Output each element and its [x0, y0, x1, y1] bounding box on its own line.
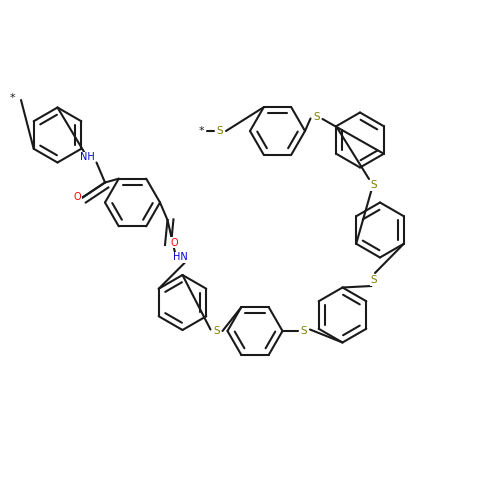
Text: S: S [313, 112, 320, 122]
Text: HN: HN [172, 252, 188, 262]
Text: S: S [216, 126, 224, 136]
Text: S: S [370, 275, 378, 285]
Text: O: O [74, 192, 82, 202]
Text: *: * [10, 92, 16, 102]
Text: *: * [198, 126, 204, 136]
Text: S: S [213, 326, 220, 336]
Text: O: O [170, 238, 178, 248]
Text: S: S [370, 180, 378, 190]
Text: S: S [300, 326, 308, 336]
Text: NH: NH [80, 152, 95, 162]
